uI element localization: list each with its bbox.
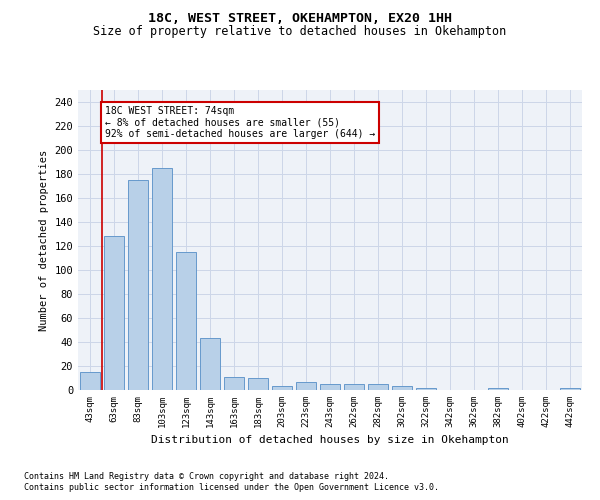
Bar	[488, 388, 508, 390]
Bar	[104, 236, 124, 390]
Bar	[176, 252, 196, 390]
Text: 18C WEST STREET: 74sqm
← 8% of detached houses are smaller (55)
92% of semi-deta: 18C WEST STREET: 74sqm ← 8% of detached …	[105, 106, 375, 139]
Bar	[224, 377, 244, 390]
Bar	[560, 388, 580, 390]
Bar	[320, 384, 340, 390]
Bar	[272, 386, 292, 390]
Text: Size of property relative to detached houses in Okehampton: Size of property relative to detached ho…	[94, 25, 506, 38]
Text: Contains public sector information licensed under the Open Government Licence v3: Contains public sector information licen…	[24, 484, 439, 492]
Bar	[80, 372, 100, 390]
Y-axis label: Number of detached properties: Number of detached properties	[39, 150, 49, 330]
Text: Contains HM Land Registry data © Crown copyright and database right 2024.: Contains HM Land Registry data © Crown c…	[24, 472, 389, 481]
Bar	[200, 338, 220, 390]
Bar	[128, 180, 148, 390]
Bar	[248, 378, 268, 390]
Text: 18C, WEST STREET, OKEHAMPTON, EX20 1HH: 18C, WEST STREET, OKEHAMPTON, EX20 1HH	[148, 12, 452, 26]
Bar	[416, 388, 436, 390]
Bar	[392, 386, 412, 390]
Bar	[344, 384, 364, 390]
X-axis label: Distribution of detached houses by size in Okehampton: Distribution of detached houses by size …	[151, 436, 509, 446]
Bar	[152, 168, 172, 390]
Bar	[368, 384, 388, 390]
Bar	[296, 382, 316, 390]
